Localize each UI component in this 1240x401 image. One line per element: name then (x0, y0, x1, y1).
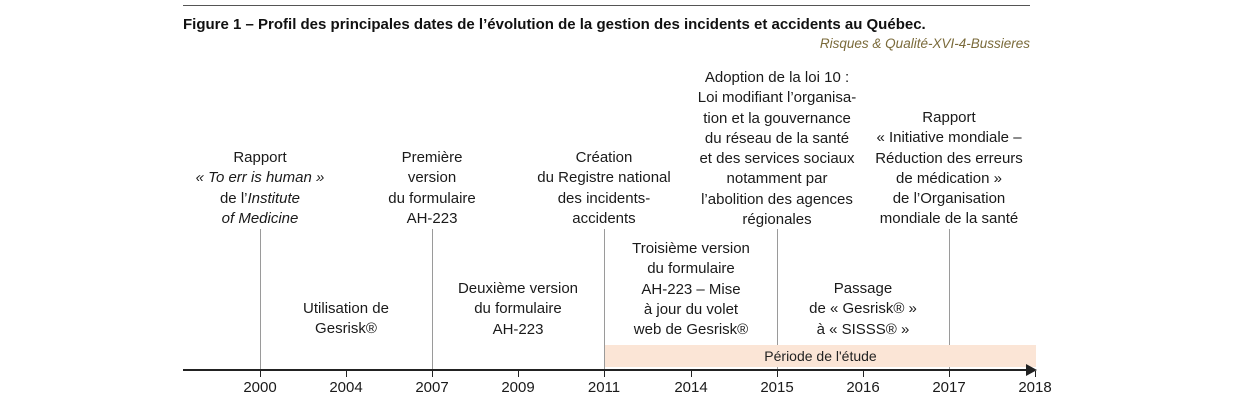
axis-year-label: 2017 (932, 379, 966, 396)
event-line: Loi modifiant l’organisa- (697, 89, 857, 107)
axis-tick (518, 371, 519, 377)
event-line: Passage (833, 280, 893, 297)
event-line: notamment par (726, 170, 828, 188)
axis-year-label: 2014 (674, 379, 708, 396)
event-line: web de Gesrisk® (633, 321, 749, 339)
event-creation-registre: Création du Registre national des incide… (537, 148, 670, 229)
axis-tick (691, 371, 692, 377)
axis-tick (604, 371, 605, 377)
event-rapport-to-err-is-human: Rapport « To err is human » de l’Institu… (196, 148, 325, 229)
axis-year-label: 2015 (760, 379, 794, 396)
event-line: AH-223 (492, 320, 544, 338)
axis-tick (863, 371, 864, 377)
event-passage-sisss: Passage de « Gesrisk® » à « SISSS® » (809, 279, 917, 340)
event-line: mondiale de la santé (879, 210, 1019, 228)
axis-tick (777, 371, 778, 377)
event-utilisation-gesrisk: Utilisation de Gesrisk® (303, 299, 389, 340)
axis-year-label: 2018 (1018, 379, 1052, 396)
event-line: et des services sociaux (699, 150, 855, 168)
axis-year-label: 2011 (587, 379, 621, 396)
connector-line-2017 (949, 229, 950, 369)
axis-tick (1035, 371, 1036, 377)
event-line: version (407, 169, 457, 187)
event-line: Adoption de la loi 10 : (704, 69, 850, 86)
event-line: de l’Institute (219, 189, 301, 207)
event-line: du Registre national (537, 169, 671, 187)
event-line: AH-223 – Mise (641, 280, 741, 298)
axis-year-label: 2009 (501, 379, 535, 396)
event-line: Réduction des erreurs (875, 149, 1023, 167)
event-line: Création (575, 149, 633, 166)
axis-year-label: 2004 (329, 379, 363, 396)
axis-year-label: 2000 (243, 379, 277, 396)
event-premiere-version: Première version du formulaire AH-223 (388, 148, 476, 229)
event-line: des incidents- (557, 189, 651, 207)
event-line: Gesrisk® (315, 320, 377, 338)
event-line: of Medicine (221, 209, 299, 227)
event-line: Troisième version (632, 240, 750, 257)
figure-title: Figure 1 – Profil des principales dates … (183, 16, 926, 33)
axis-tick (949, 371, 950, 377)
event-line: « To err is human » (195, 169, 325, 187)
study-period-band: Période de l'étude (605, 345, 1036, 367)
event-line: du réseau de la santé (704, 129, 850, 147)
axis-tick (346, 371, 347, 377)
axis-tick (432, 371, 433, 377)
event-line: Rapport (922, 109, 976, 126)
event-line: à jour du volet (643, 300, 739, 318)
event-line: du formulaire (388, 189, 476, 207)
event-rapport-oms: Rapport « Initiative mondiale – Réductio… (875, 108, 1023, 230)
connector-line-2000 (260, 229, 261, 369)
event-line: Première (401, 149, 463, 166)
event-line: Utilisation de (303, 300, 389, 317)
event-troisieme-version: Troisième version du formulaire AH-223 –… (632, 239, 750, 340)
event-line: tion et la gouvernance (703, 109, 851, 127)
event-line: accidents (572, 209, 636, 227)
event-line: « Initiative mondiale – (876, 129, 1022, 147)
event-deuxieme-version: Deuxième version du formulaire AH-223 (458, 279, 578, 340)
axis-year-label: 2007 (415, 379, 449, 396)
connector-line-2007 (432, 229, 433, 369)
event-line: Rapport (233, 149, 287, 166)
event-line: AH-223 (406, 209, 458, 227)
figure-source: Risques & Qualité-XVI-4-Bussieres (819, 36, 1030, 51)
event-line: du formulaire (647, 260, 735, 278)
event-line: du formulaire (474, 300, 562, 318)
timeline-axis (183, 369, 1028, 371)
event-line: de l’Organisation (892, 190, 1006, 208)
axis-year-label: 2016 (846, 379, 880, 396)
axis-tick (260, 371, 261, 377)
connector-line-2011 (604, 229, 605, 369)
connector-line-2015 (777, 229, 778, 369)
event-loi-10: Adoption de la loi 10 : Loi modifiant l’… (698, 68, 856, 230)
event-line: régionales (742, 211, 812, 229)
event-line: à « SISSS® » (816, 320, 910, 338)
event-line: de « Gesrisk® » (809, 300, 917, 318)
event-line: l’abolition des agences (701, 190, 853, 208)
top-rule (183, 5, 1030, 6)
event-line: Deuxième version (457, 280, 579, 297)
axis-arrow-icon (1026, 364, 1037, 376)
event-line: de médication » (896, 169, 1002, 187)
